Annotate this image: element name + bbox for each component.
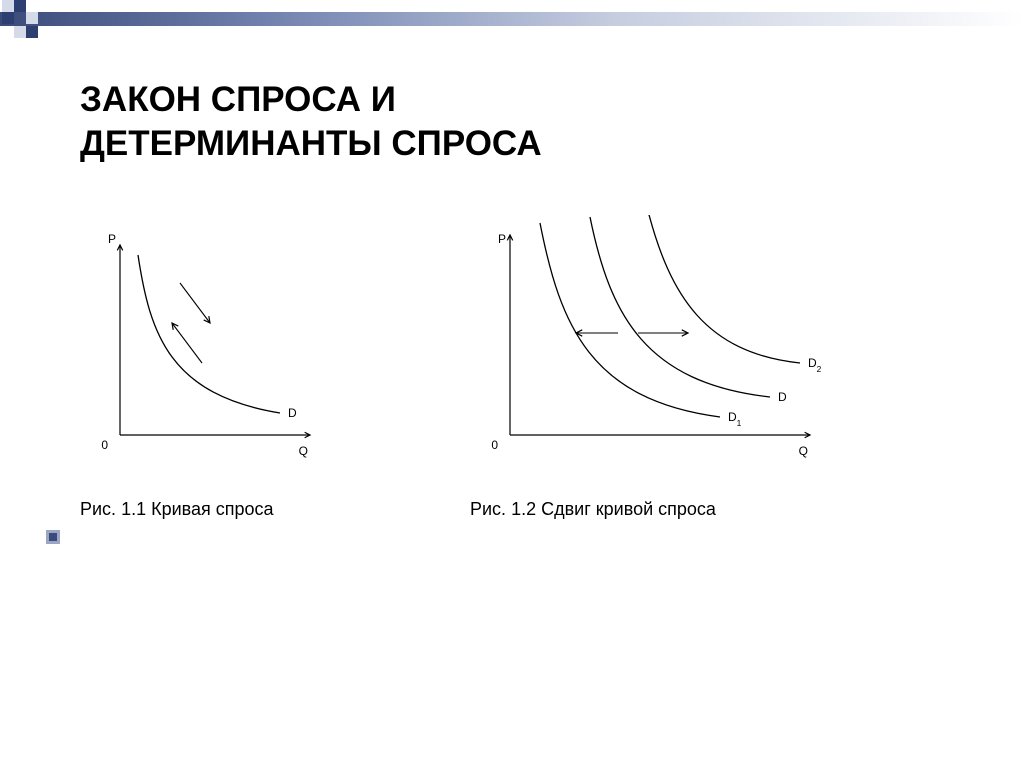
svg-text:D: D (288, 406, 297, 420)
svg-text:P: P (498, 232, 506, 246)
decoration-square (2, 0, 14, 12)
chart-1: P Q 0 D Рис. 1.1 Кривая спроса (80, 215, 340, 520)
svg-text:D1: D1 (728, 410, 742, 428)
title-text: ЗАКОН СПРОСА ИДЕТЕРМИНАНТЫ СПРОСА (80, 80, 542, 163)
svg-text:P: P (108, 232, 116, 246)
chart-1-svg: P Q 0 D (80, 215, 340, 475)
decoration-square (14, 0, 26, 12)
page-title: ЗАКОН СПРОСА ИДЕТЕРМИНАНТЫ СПРОСА (80, 78, 542, 166)
chart-2-svg: P Q 0 D1 D D2 (470, 215, 830, 475)
chart-2: P Q 0 D1 D D2 Рис. 1.2 Сдвиг кривой спроса (470, 215, 830, 520)
svg-text:0: 0 (491, 438, 498, 452)
svg-text:0: 0 (101, 438, 108, 452)
chart-2-caption: Рис. 1.2 Сдвиг кривой спроса (470, 499, 830, 520)
charts-row: P Q 0 D Рис. 1.1 Кривая спроса P Q 0 D1 D D2 Рис… (80, 215, 950, 520)
svg-text:Q: Q (799, 444, 808, 458)
header-decoration (0, 0, 1024, 40)
bullet-icon (46, 530, 60, 544)
decoration-square (26, 26, 38, 38)
chart-1-caption: Рис. 1.1 Кривая спроса (80, 499, 340, 520)
decoration-square (14, 26, 26, 38)
svg-text:Q: Q (299, 444, 308, 458)
svg-text:D2: D2 (808, 356, 822, 374)
gradient-bar (0, 12, 1024, 26)
decoration-square (2, 12, 14, 24)
decoration-square (26, 12, 38, 24)
svg-text:D: D (778, 390, 787, 404)
